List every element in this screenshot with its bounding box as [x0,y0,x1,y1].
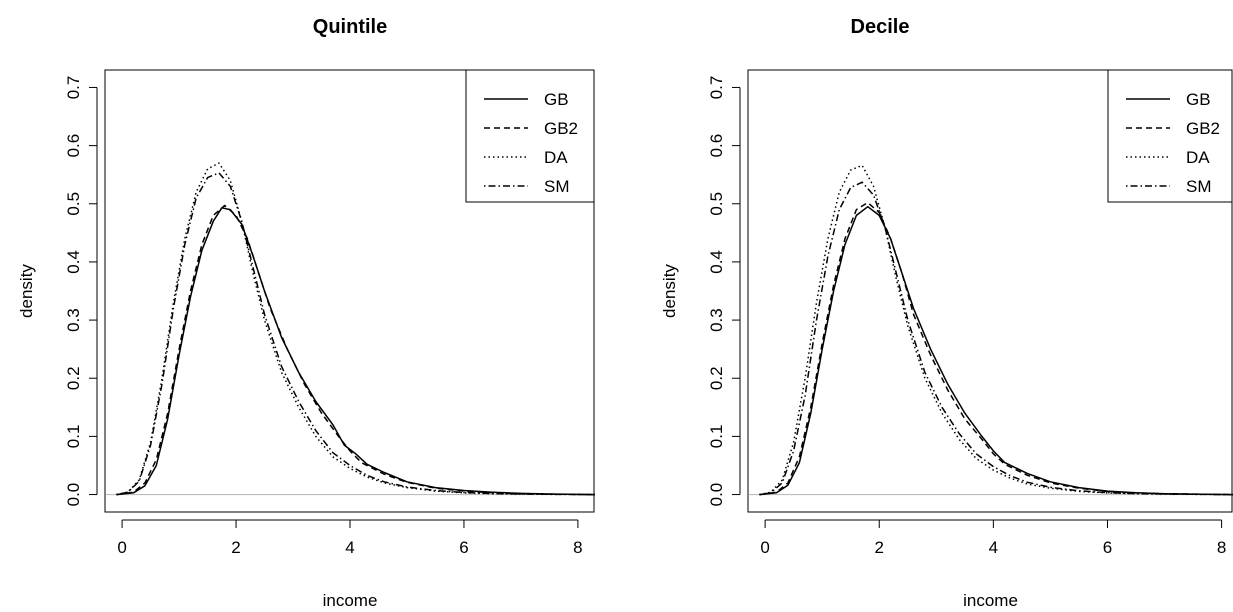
x-axis-label: income [323,591,378,610]
legend-label-sm: SM [1186,177,1212,196]
y-tick-label: 0.6 [64,134,83,158]
legend-label-gb2: GB2 [544,119,578,138]
series-line-da [759,164,1233,496]
y-tick-label: 0.3 [64,308,83,332]
legend-label-da: DA [544,148,568,167]
x-tick-label: 0 [117,538,126,557]
legend-label-gb: GB [1186,90,1211,109]
y-tick-label: 0.2 [64,366,83,390]
y-tick-label: 0.4 [64,250,83,274]
y-tick-label: 0.5 [707,192,726,216]
legend-label-gb: GB [544,90,569,109]
y-axis-label: density [660,264,679,318]
x-axis-label: income [963,591,1018,610]
legend-label-sm: SM [544,177,570,196]
y-tick-label: 0.2 [707,366,726,390]
x-tick-label: 2 [231,538,240,557]
series-line-gb [116,207,596,496]
x-tick-label: 8 [1217,538,1226,557]
y-tick-label: 0.6 [707,134,726,158]
y-tick-label: 0.7 [64,76,83,100]
x-tick-label: 4 [345,538,354,557]
y-axis-label: density [17,264,36,318]
series-line-sm [759,181,1233,496]
x-tick-label: 6 [459,538,468,557]
legend-box [1107,69,1233,203]
series-line-gb2 [759,201,1233,496]
x-tick-label: 8 [573,538,582,557]
legend-label-gb2: GB2 [1186,119,1220,138]
series-line-gb2 [116,204,596,496]
y-tick-label: 0.7 [707,76,726,100]
plot-frame [747,69,1233,513]
x-tick-label: 6 [1103,538,1112,557]
y-tick-label: 0.0 [64,483,83,507]
y-tick-label: 0.4 [707,250,726,274]
plot-frame [104,69,595,513]
chart-title: Quintile [313,16,387,38]
x-tick-label: 2 [875,538,884,557]
y-tick-label: 0.5 [64,192,83,216]
chart-title: Decile [851,16,910,38]
legend-box [465,69,595,203]
series-line-sm [116,172,596,496]
series-line-gb [759,205,1233,496]
x-tick-label: 4 [989,538,998,557]
y-tick-label: 0.1 [707,425,726,449]
x-tick-label: 0 [760,538,769,557]
series-line-da [116,162,596,496]
legend-label-da: DA [1186,148,1210,167]
y-tick-label: 0.1 [64,425,83,449]
y-tick-label: 0.0 [707,483,726,507]
y-tick-label: 0.3 [707,308,726,332]
